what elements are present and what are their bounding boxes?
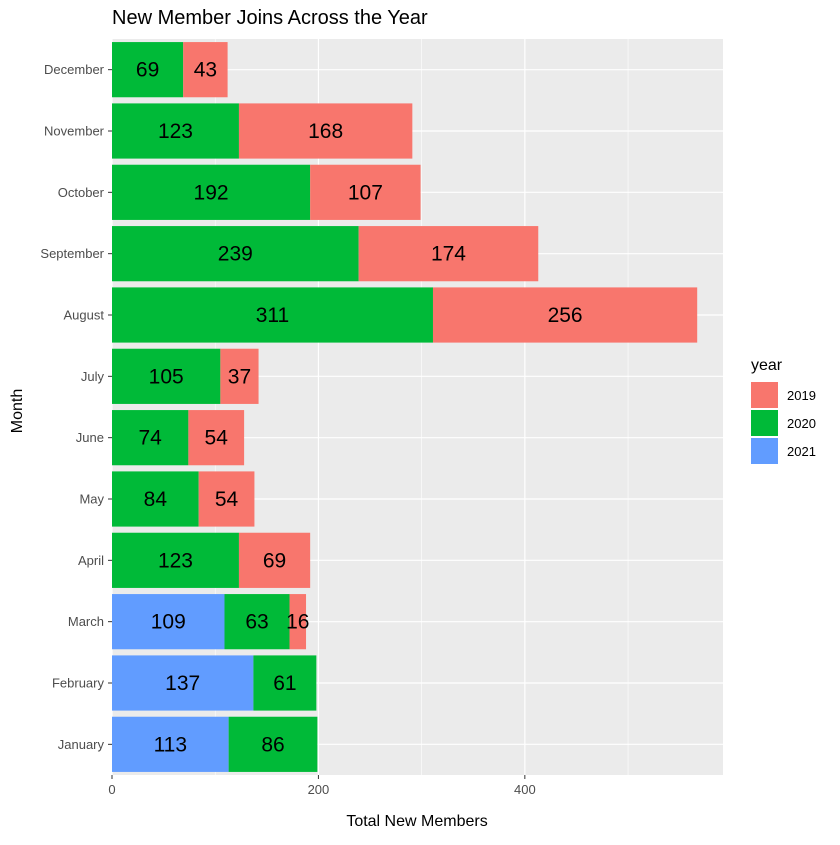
- y-tick-label-august: August: [64, 308, 105, 323]
- bar-segment-november-2020: [112, 103, 239, 159]
- legend: year 2019 2020 2021: [751, 357, 816, 464]
- bar-value-label: 61: [273, 672, 296, 695]
- y-tick-label-march: March: [68, 614, 104, 629]
- bar-segment-august-2019: [432, 287, 698, 343]
- legend-label-2020: 2020: [787, 416, 816, 431]
- bar-value-label: 37: [228, 365, 251, 388]
- bar-value-label: 311: [256, 304, 289, 327]
- bar-segment-january-2021: [112, 716, 229, 772]
- bar-segment-march-2021: [112, 594, 225, 650]
- bar-segment-november-2019: [238, 103, 413, 159]
- bar-value-label: 256: [548, 304, 583, 327]
- bar-segment-september-2019: [358, 226, 539, 282]
- bar-value-label: 174: [431, 243, 466, 266]
- bar-segment-june-2019: [188, 410, 245, 466]
- bar-value-label: 123: [158, 120, 193, 143]
- x-tick-label: 0: [108, 782, 115, 797]
- y-tick-label-january: January: [58, 737, 105, 752]
- bar-segment-june-2020: [112, 410, 189, 466]
- y-tick-label-december: December: [44, 62, 105, 77]
- bar-value-label: 123: [158, 549, 193, 572]
- chart-title: New Member Joins Across the Year: [112, 7, 428, 29]
- legend-title: year: [751, 357, 783, 374]
- bar-segment-february-2020: [253, 655, 317, 711]
- bar-value-label: 137: [165, 672, 200, 695]
- bar-segment-december-2020: [112, 42, 184, 98]
- y-tick-label-september: September: [40, 246, 104, 261]
- bar-value-label: 54: [205, 427, 229, 450]
- bar-segment-july-2019: [220, 348, 259, 404]
- legend-key-2020: [751, 410, 778, 436]
- bar-value-label: 105: [149, 365, 184, 388]
- y-tick-label-july: July: [81, 369, 105, 384]
- y-tick-label-october: October: [58, 185, 105, 200]
- plot-panel: [112, 39, 723, 775]
- bar-segment-may-2019: [198, 471, 255, 527]
- bar-value-label: 69: [136, 59, 159, 82]
- bar-segment-march-2019: [289, 594, 307, 650]
- x-tick-label: 200: [308, 782, 330, 797]
- bar-segment-october-2020: [112, 164, 311, 220]
- bar-value-label: 16: [286, 611, 309, 634]
- bar-segment-september-2020: [112, 226, 359, 282]
- bars: [112, 42, 698, 772]
- bar-segment-april-2019: [238, 532, 311, 588]
- bar-segment-may-2020: [112, 471, 199, 527]
- x-tick-label: 400: [514, 782, 536, 797]
- bar-value-label: 113: [154, 733, 187, 756]
- bar-value-label: 43: [194, 59, 217, 82]
- legend-key-2019: [751, 382, 778, 408]
- y-tick-label-may: May: [79, 492, 104, 507]
- y-axis-title: Month: [9, 389, 26, 433]
- legend-key-2021: [751, 438, 778, 464]
- bar-segment-august-2020: [112, 287, 433, 343]
- bar-value-label: 69: [263, 549, 286, 572]
- legend-label-2021: 2021: [787, 444, 816, 459]
- bar-value-label: 107: [348, 181, 383, 204]
- y-tick-label-november: November: [44, 124, 105, 139]
- bar-value-label: 86: [261, 733, 284, 756]
- bar-segment-october-2019: [310, 164, 421, 220]
- bar-value-label: 239: [218, 243, 253, 266]
- bar-value-label: 84: [144, 488, 168, 511]
- x-axis: 0 200 400: [108, 775, 536, 797]
- bar-segment-april-2020: [112, 532, 239, 588]
- bar-segment-december-2019: [183, 42, 228, 98]
- bar-value-label: 109: [151, 611, 186, 634]
- bar-segment-march-2020: [224, 594, 290, 650]
- bar-segment-january-2020: [228, 716, 318, 772]
- legend-label-2019: 2019: [787, 388, 816, 403]
- bar-value-label: 74: [139, 427, 163, 450]
- y-axis: January February March April May June July Augu…: [40, 62, 112, 752]
- bar-labels: 113 86 137 61 109 63 16 123 69 84 54 74 54 105 37 311 25…: [136, 59, 583, 757]
- bar-segment-february-2021: [112, 655, 254, 711]
- y-tick-label-february: February: [52, 676, 105, 691]
- y-tick-label-june: June: [76, 430, 104, 445]
- x-axis-title: Total New Members: [346, 813, 487, 830]
- bar-value-label: 168: [308, 120, 343, 143]
- bar-segment-july-2020: [112, 348, 221, 404]
- bar-value-label: 192: [194, 181, 229, 204]
- y-tick-label-april: April: [78, 553, 104, 568]
- bar-value-label: 54: [215, 488, 239, 511]
- bar-value-label: 63: [245, 611, 268, 634]
